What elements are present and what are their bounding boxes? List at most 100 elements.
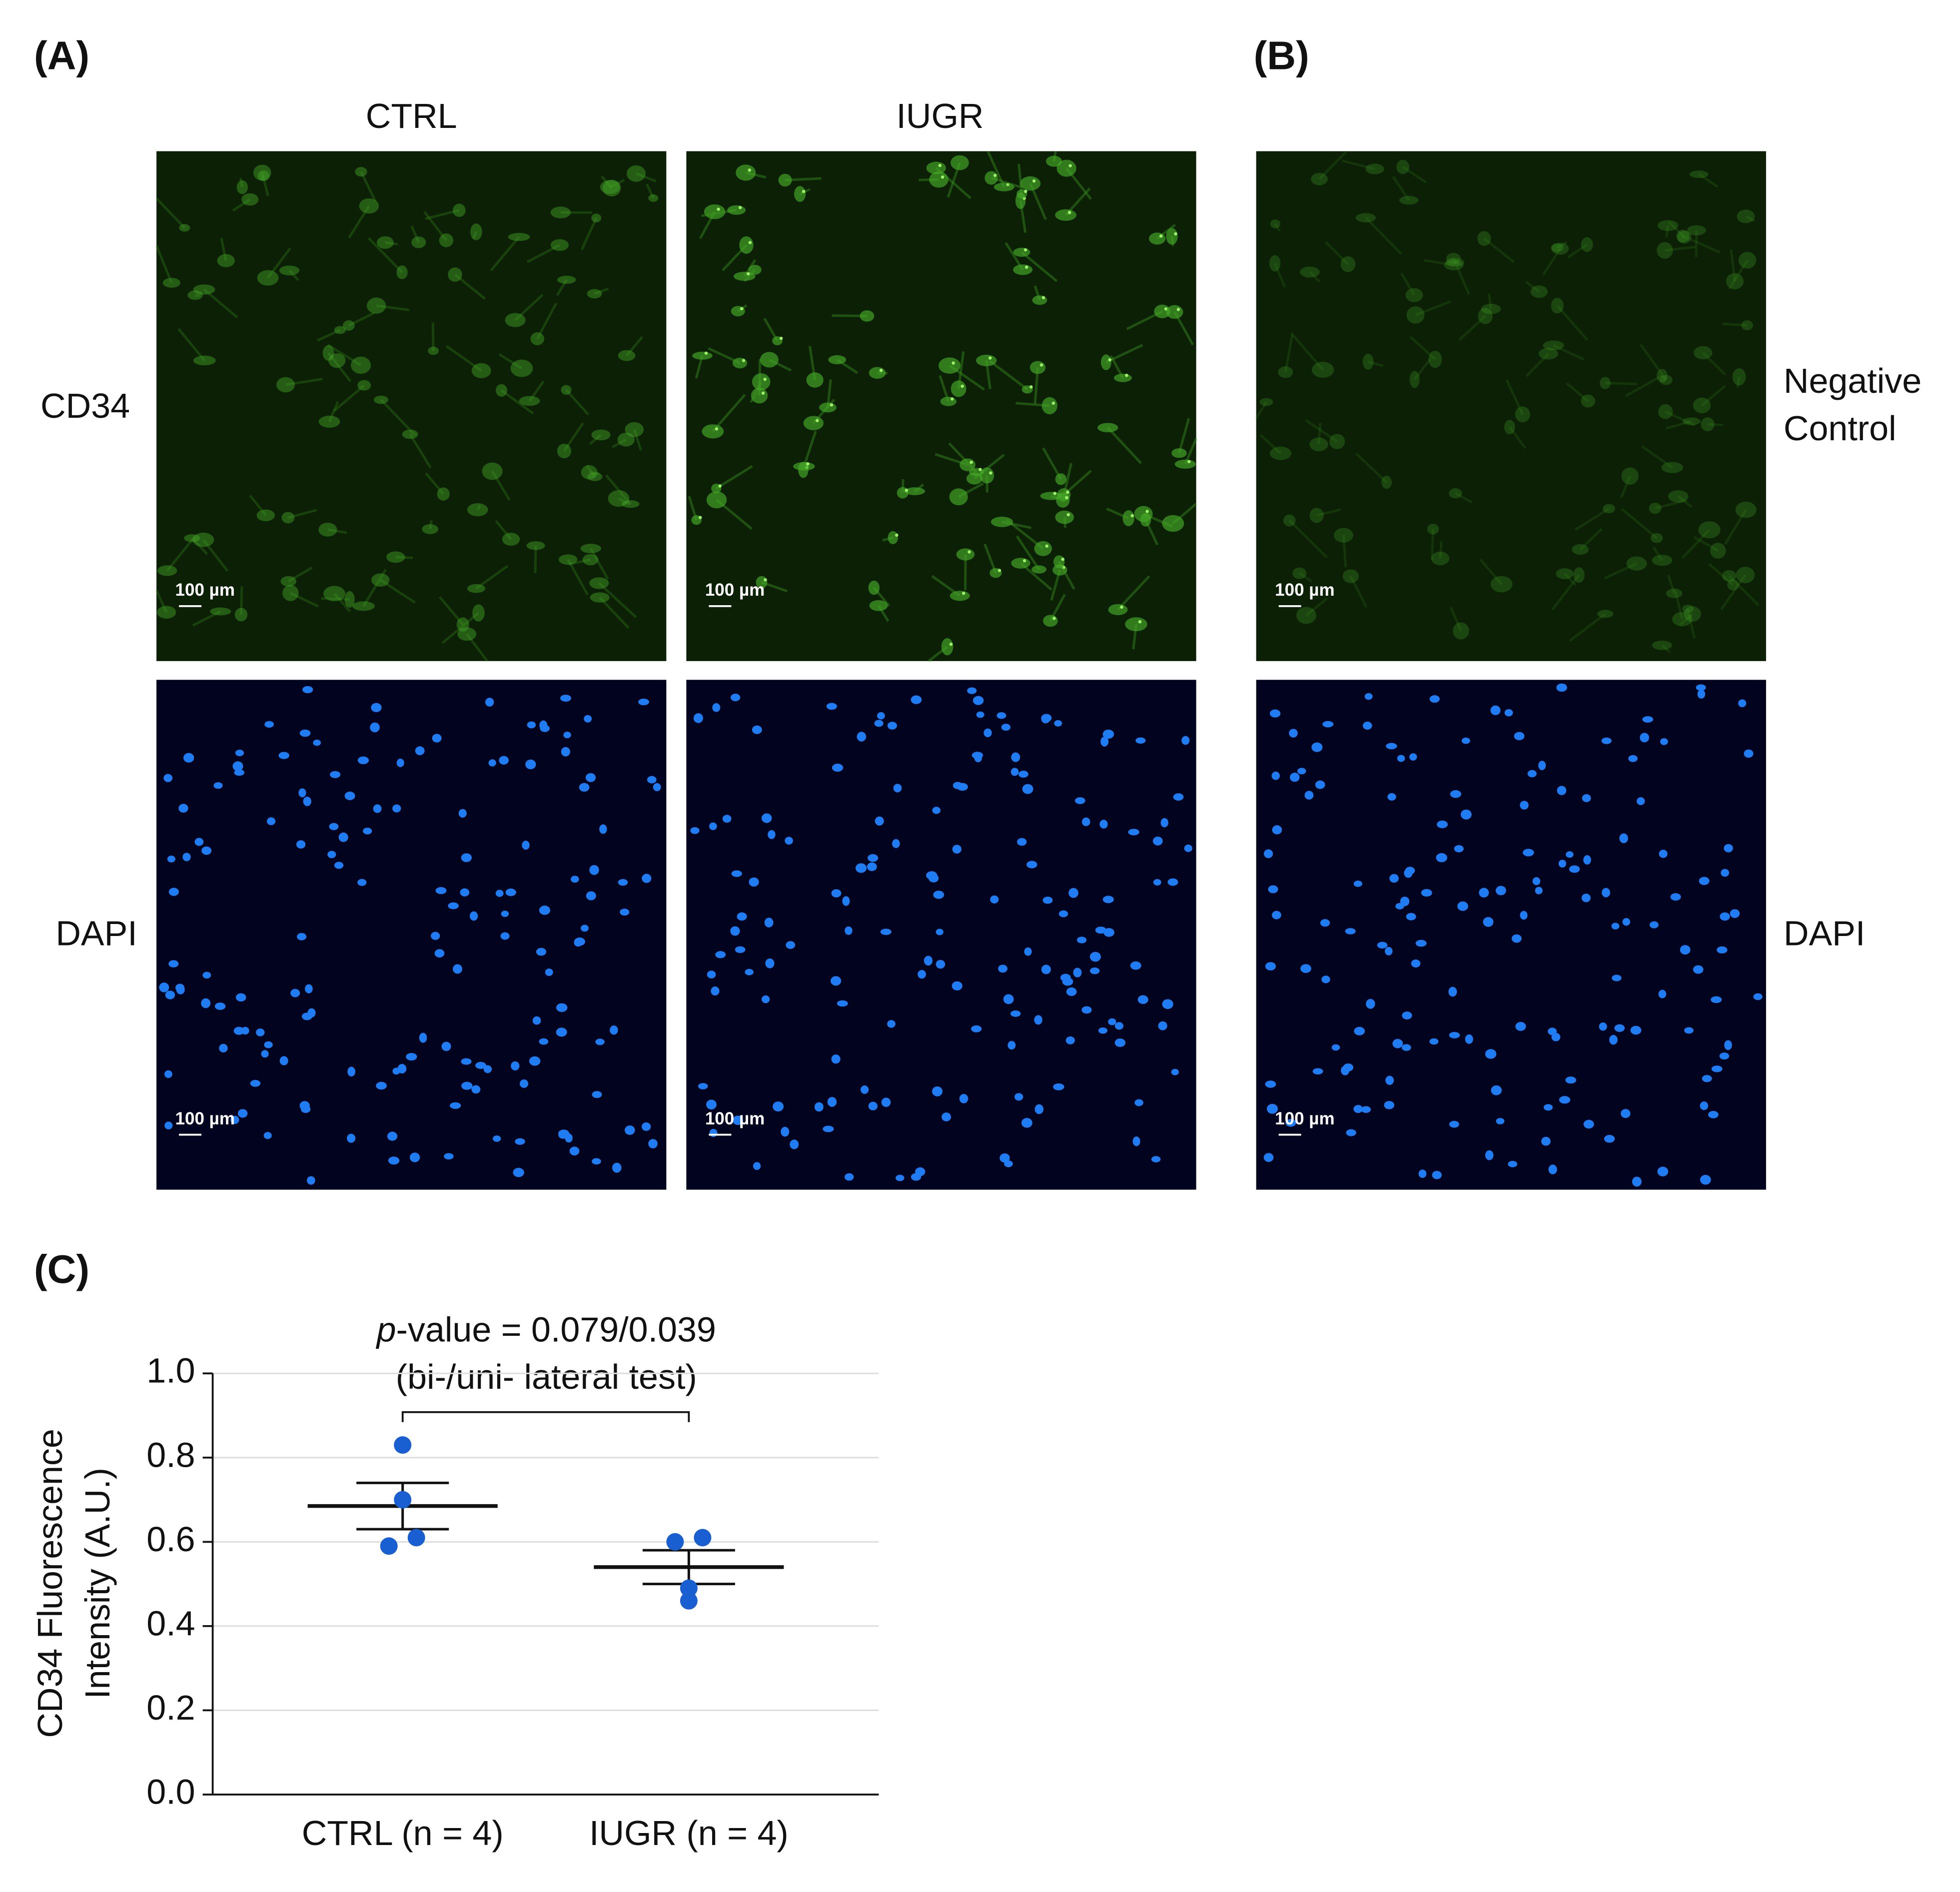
cell: [334, 326, 346, 334]
cell: [706, 491, 727, 509]
cell-process: [1298, 572, 1313, 583]
nucleus: [298, 788, 306, 798]
speckle: [949, 642, 953, 646]
nucleus: [1680, 945, 1691, 955]
nucleus: [642, 874, 652, 883]
cell: [732, 357, 748, 369]
nucleus: [168, 960, 179, 967]
cell: [1698, 521, 1721, 539]
cell-process: [267, 247, 291, 279]
cell: [187, 290, 203, 300]
cell: [950, 591, 970, 601]
nucleus: [967, 687, 977, 694]
cell: [1626, 556, 1647, 571]
nucleus: [1263, 1153, 1274, 1162]
cell-process: [1652, 546, 1664, 561]
cell: [1737, 209, 1755, 223]
cell: [1097, 423, 1118, 433]
nucleus: [911, 695, 922, 704]
y-tick-label: 0.4: [146, 1604, 195, 1643]
nucleus: [561, 747, 570, 757]
cell: [990, 516, 1013, 527]
nucleus: [1535, 887, 1543, 895]
speckle: [1065, 496, 1068, 500]
nucleus: [1614, 1024, 1625, 1032]
cell-process: [1724, 509, 1747, 545]
nucleus: [612, 1162, 622, 1173]
cell: [467, 503, 488, 517]
nucleus: [1128, 829, 1139, 836]
nucleus: [1132, 1136, 1140, 1146]
cell-process: [1273, 263, 1286, 288]
cell-process: [1325, 241, 1349, 265]
cell: [1270, 219, 1280, 228]
micrographs: 100 µm 100 µm 100 µm 100 µm 100 µm 100 µm: [155, 150, 1766, 1190]
data-point: [680, 1592, 698, 1610]
nucleus: [363, 828, 372, 835]
cell-process: [249, 495, 267, 516]
micrograph: 100 µm: [1255, 150, 1766, 661]
nucleus: [1263, 849, 1273, 859]
nucleus: [1054, 720, 1062, 727]
nucleus: [1719, 1052, 1730, 1060]
speckle: [1145, 510, 1149, 513]
nucleus: [558, 1129, 570, 1138]
nucleus: [653, 783, 661, 792]
nucleus: [620, 909, 630, 916]
nucleus: [1724, 844, 1733, 853]
nucleus: [761, 995, 770, 1003]
nucleus: [959, 1094, 969, 1103]
nucleus: [313, 739, 321, 746]
speckle: [704, 351, 708, 355]
cell: [376, 236, 394, 249]
nucleus: [1345, 928, 1356, 935]
cell: [1504, 420, 1515, 435]
nucleus: [764, 918, 774, 928]
cell: [1687, 225, 1706, 236]
cell-process: [636, 172, 657, 182]
nucleus: [505, 888, 516, 897]
cell-process: [445, 345, 482, 372]
cell-process: [1553, 344, 1585, 361]
nucleus: [1377, 942, 1388, 948]
nucleus: [730, 926, 740, 936]
speckle: [1041, 296, 1045, 299]
nucleus: [976, 711, 984, 718]
nucleus: [525, 759, 536, 770]
cell: [318, 522, 337, 537]
nucleus: [1010, 1010, 1021, 1017]
cell: [1043, 615, 1058, 627]
nucleus: [1366, 998, 1375, 1009]
nucleus: [569, 1146, 580, 1156]
speckle: [1051, 401, 1055, 405]
nucleus: [1753, 993, 1763, 1000]
cell: [1602, 504, 1615, 514]
nucleus: [1312, 1068, 1323, 1075]
cell: [1329, 434, 1345, 449]
y-tick-label: 1.0: [146, 1351, 195, 1390]
cell: [1149, 232, 1166, 245]
nucleus: [296, 840, 306, 849]
micrograph: 100 µm: [156, 680, 667, 1190]
nucleus: [1515, 1021, 1526, 1031]
cell-process: [239, 177, 244, 188]
cell: [1672, 612, 1693, 627]
nucleus: [183, 753, 194, 763]
y-tick-label: 0.8: [146, 1435, 195, 1474]
nucleus: [1548, 1164, 1557, 1174]
cell: [1490, 576, 1513, 593]
cell: [530, 332, 545, 345]
significance-bracket: [401, 1411, 690, 1422]
cell: [1342, 569, 1359, 583]
nucleus: [371, 703, 382, 713]
nucleus: [327, 851, 336, 859]
nucleus: [167, 856, 175, 863]
nucleus: [1720, 912, 1730, 921]
nucleus: [1436, 853, 1447, 863]
cell-process: [348, 205, 370, 239]
cell-process: [220, 237, 227, 261]
nucleus: [1271, 771, 1280, 780]
cell: [1362, 353, 1374, 370]
cell-process: [232, 198, 251, 212]
